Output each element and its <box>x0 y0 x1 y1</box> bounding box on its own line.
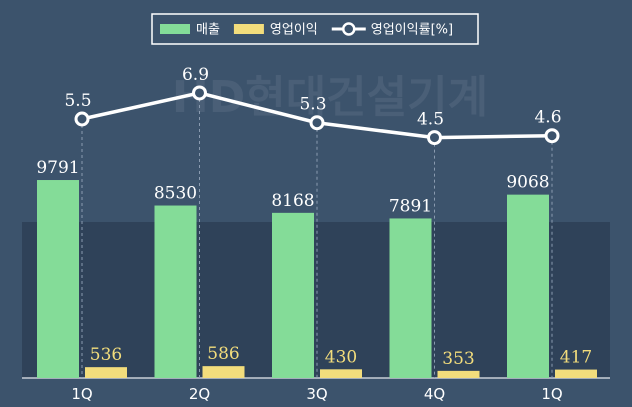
x-tick-label: 1Q <box>71 385 92 403</box>
bar <box>437 370 480 378</box>
x-tick-label: 1Q <box>541 385 562 403</box>
value-label: 7891 <box>389 196 432 216</box>
x-tick-label: 4Q <box>424 385 445 403</box>
bar <box>272 212 314 378</box>
bar <box>85 367 127 378</box>
x-tick-label: 3Q <box>306 385 327 403</box>
legend <box>151 13 479 45</box>
value-label: 586 <box>207 344 239 364</box>
value-label: 9791 <box>36 158 79 178</box>
value-label: 9068 <box>506 173 549 193</box>
marker <box>192 85 207 101</box>
value-label: 8530 <box>154 184 197 204</box>
bar <box>37 180 79 378</box>
marker <box>74 111 90 127</box>
value-label: 417 <box>560 348 592 368</box>
x-tick-label: 2Q <box>189 385 210 403</box>
bar <box>555 369 597 378</box>
value-label: 5.3 <box>299 95 326 115</box>
bar <box>202 366 245 378</box>
value-label: 6.9 <box>182 65 209 85</box>
value-label: 4.5 <box>417 110 444 130</box>
legend-label: 영업이익 <box>270 23 318 38</box>
marker <box>544 128 560 144</box>
watermark: HD현대건설기계 <box>172 72 488 123</box>
legend-marker <box>342 22 356 36</box>
legend-swatch <box>160 24 190 34</box>
legend-swatch <box>233 24 264 34</box>
value-label: 430 <box>325 347 357 367</box>
marker <box>427 130 442 146</box>
legend-label: 매출 <box>196 23 220 38</box>
value-label: 5.5 <box>64 91 91 111</box>
value-label: 4.6 <box>534 108 561 128</box>
value-label: 353 <box>442 349 474 369</box>
bar <box>154 205 197 378</box>
value-label: 536 <box>90 345 122 365</box>
bar <box>320 369 362 378</box>
bar <box>389 218 432 378</box>
value-label: 8168 <box>271 191 314 211</box>
marker <box>309 115 325 131</box>
bar <box>507 194 549 378</box>
legend-label: 영업이익률[%] <box>371 23 453 38</box>
